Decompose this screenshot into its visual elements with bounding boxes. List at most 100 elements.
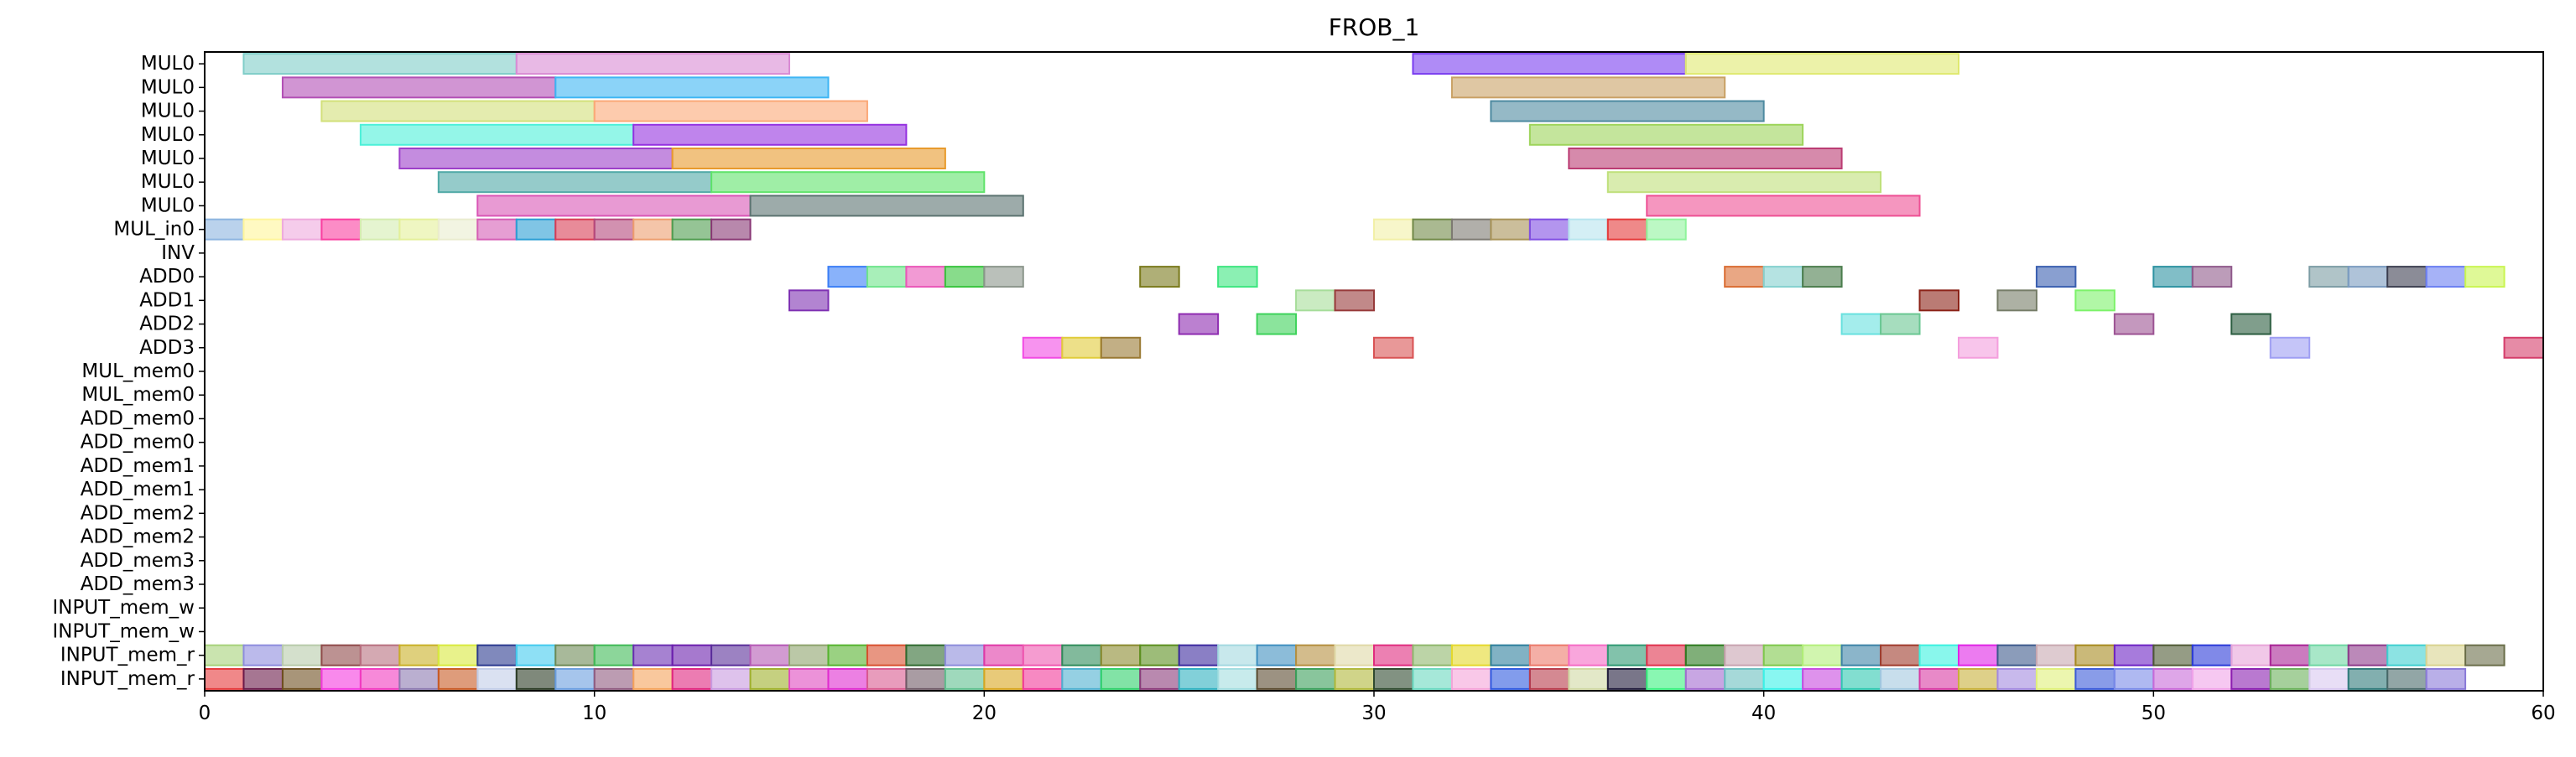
y-tick-label: ADD_mem3 (81, 550, 195, 572)
task-bar (2308, 644, 2350, 666)
task-bar (281, 667, 323, 690)
task-bar (437, 667, 479, 690)
task-bar (2191, 644, 2233, 666)
task-bar (2035, 644, 2077, 666)
y-tick-label: ADD_mem0 (81, 407, 195, 429)
y-tick-label: MUL0 (141, 101, 195, 122)
task-bar (1100, 336, 1142, 359)
task-bar (476, 194, 752, 217)
y-tick-label: MUL0 (141, 53, 195, 75)
y-tick-label: MUL0 (141, 171, 195, 193)
task-bar (1568, 218, 1609, 241)
task-bar (2074, 289, 2115, 312)
task-bar (1178, 667, 1220, 690)
task-bar (1606, 171, 1882, 194)
task-bar (320, 218, 362, 241)
chart-title: FROB_1 (1329, 13, 1420, 41)
task-bar (554, 76, 830, 99)
task-bar (1840, 667, 1882, 690)
task-bar (1373, 336, 1414, 359)
task-bar (320, 100, 596, 122)
y-tick-label: ADD_mem2 (81, 526, 195, 548)
y-tick-label: ADD0 (139, 266, 195, 288)
task-bar (2347, 667, 2389, 690)
task-bar (2035, 266, 2077, 288)
task-bar (242, 218, 284, 241)
task-bar (1762, 266, 1804, 288)
task-bar (1684, 644, 1726, 666)
task-bar (359, 667, 401, 690)
task-bar (905, 266, 946, 288)
y-tick-label: MUL0 (141, 148, 195, 169)
task-bar (1373, 218, 1414, 241)
task-bar (1724, 266, 1765, 288)
task-bar (2152, 667, 2194, 690)
task-bar (749, 644, 790, 666)
y-axis: MUL0MUL0MUL0MUL0MUL0MUL0MUL0MUL_in0INVAD… (52, 53, 205, 690)
task-bar (983, 644, 1024, 666)
task-bar (554, 218, 596, 241)
y-tick-label: MUL_mem0 (81, 384, 195, 406)
y-tick-label: ADD2 (139, 314, 195, 335)
task-bar (1217, 644, 1258, 666)
task-bar (1490, 218, 1531, 241)
task-bar (1450, 218, 1492, 241)
task-bar (398, 644, 440, 666)
task-bar (1061, 644, 1102, 666)
task-bar (2386, 667, 2428, 690)
task-bar (359, 123, 635, 146)
task-bar (1606, 644, 1648, 666)
task-bar (1139, 266, 1180, 288)
task-bar (710, 218, 752, 241)
y-tick-label: MUL_in0 (113, 219, 195, 241)
task-bar (515, 644, 557, 666)
task-bar (1256, 667, 1298, 690)
task-bar (1724, 644, 1765, 666)
task-bar (2035, 667, 2077, 690)
task-bar (2113, 644, 2155, 666)
y-tick-label: INPUT_mem_w (52, 597, 195, 619)
y-tick-label: ADD3 (139, 337, 195, 359)
y-tick-label: INV (161, 242, 195, 264)
task-bar (593, 100, 868, 122)
task-bar (2386, 644, 2428, 666)
task-bar (2347, 266, 2389, 288)
task-bar (2269, 667, 2311, 690)
task-bar (1450, 76, 1726, 99)
task-bar (710, 667, 752, 690)
task-bar (437, 644, 479, 666)
task-bar (281, 76, 557, 99)
task-bar (1762, 644, 1804, 666)
task-bar (1139, 667, 1180, 690)
task-bar (1412, 53, 1687, 75)
task-bar (2191, 266, 2233, 288)
task-bar (827, 266, 868, 288)
task-bar (437, 218, 479, 241)
task-bar (1568, 667, 1609, 690)
task-bar (710, 644, 752, 666)
task-bar (866, 266, 908, 288)
task-bar (1606, 667, 1648, 690)
task-bar (1022, 644, 1064, 666)
task-bar (242, 644, 284, 666)
task-bar (1762, 667, 1804, 690)
task-bar (2386, 266, 2428, 288)
task-bar (320, 644, 362, 666)
bars-layer (204, 53, 2545, 690)
task-bar (632, 218, 674, 241)
task-bar (632, 123, 908, 146)
task-bar (1568, 644, 1609, 666)
task-bar (1958, 644, 1999, 666)
task-bar (593, 667, 635, 690)
task-bar (2269, 644, 2311, 666)
task-bar (1840, 313, 1882, 335)
task-bar (281, 644, 323, 666)
task-bar (1646, 218, 1687, 241)
task-bar (1528, 123, 1804, 146)
y-tick-label: MUL0 (141, 76, 195, 98)
task-bar (1490, 100, 1765, 122)
y-tick-label: ADD_mem1 (81, 455, 195, 477)
task-bar (983, 266, 1024, 288)
